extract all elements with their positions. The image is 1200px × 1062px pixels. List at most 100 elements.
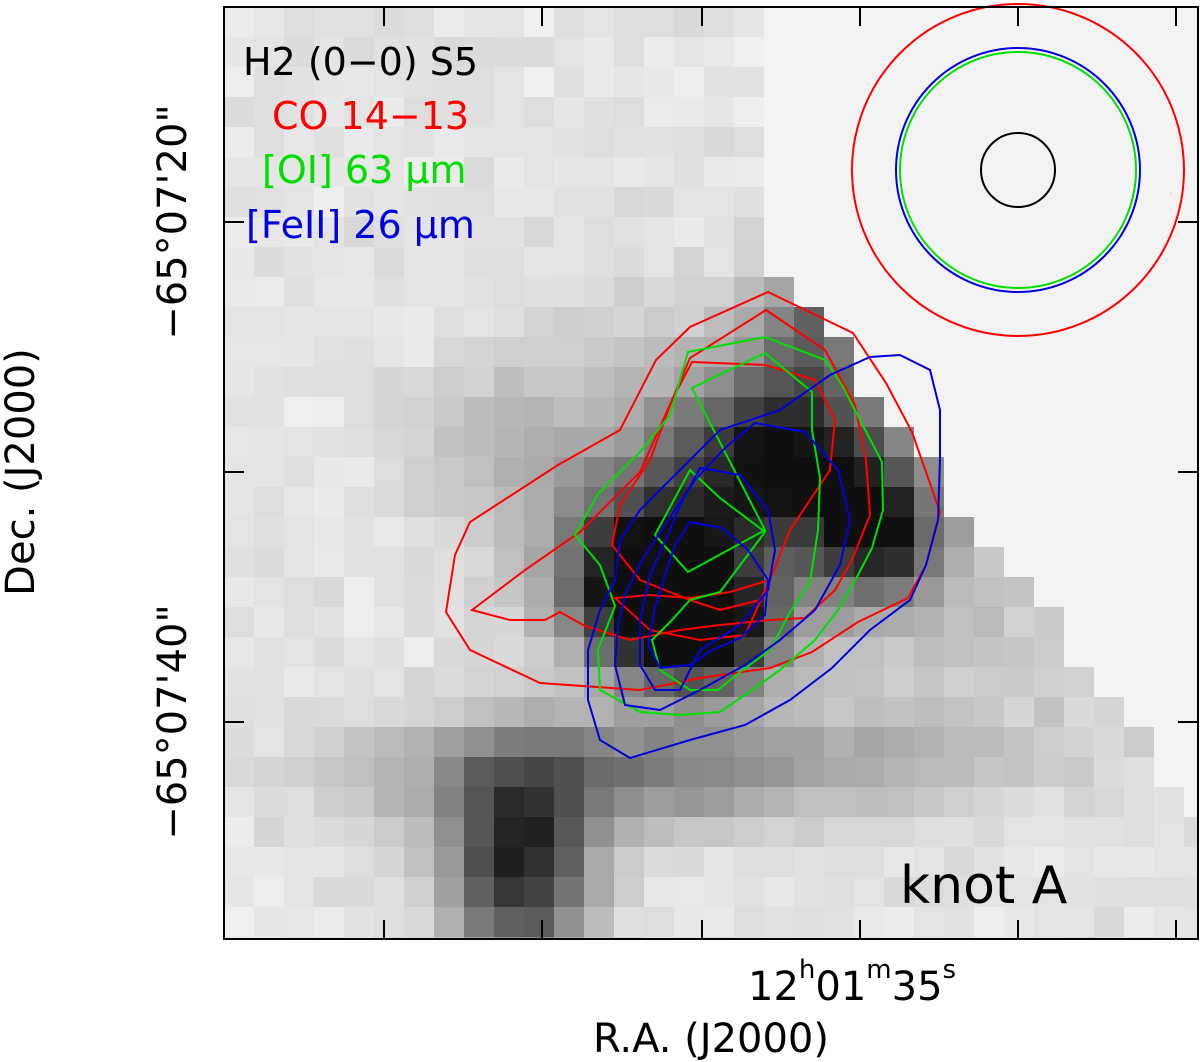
heatmap-cell [464, 817, 495, 848]
heatmap-cell [434, 547, 465, 578]
heatmap-cell [524, 247, 555, 278]
heatmap-cell [344, 637, 375, 668]
heatmap-cell [1034, 277, 1065, 308]
heatmap-cell [404, 877, 435, 908]
heatmap-cell [764, 157, 795, 188]
heatmap-cell [524, 607, 555, 638]
heatmap-cell [584, 907, 615, 938]
heatmap-cell [284, 907, 315, 938]
heatmap-cell [1094, 457, 1125, 488]
heatmap-cell [254, 517, 285, 548]
heatmap-cell [524, 517, 555, 548]
heatmap-cell [344, 187, 375, 218]
heatmap-cell [1094, 907, 1125, 938]
heatmap-cell [974, 607, 1005, 638]
heatmap-cell [704, 67, 735, 98]
heatmap-cell [554, 37, 585, 68]
heatmap-cell [404, 817, 435, 848]
heatmap-cell [1094, 67, 1125, 98]
heatmap-cell [524, 97, 555, 128]
heatmap-cell [884, 37, 915, 68]
heatmap-cell [404, 157, 435, 188]
heatmap-cell [344, 397, 375, 428]
heatmap-cell [404, 337, 435, 368]
heatmap-cell [464, 67, 495, 98]
heatmap-cell [1064, 607, 1095, 638]
heatmap-cell [1034, 577, 1065, 608]
heatmap-cell [344, 697, 375, 728]
heatmap-cell [494, 487, 525, 518]
heatmap-cell [464, 337, 495, 368]
heatmap-cell [344, 577, 375, 608]
heatmap-cell [374, 847, 405, 878]
heatmap-cell [494, 607, 525, 638]
heatmap-cell [824, 487, 855, 518]
heatmap-cell [1064, 877, 1095, 908]
heatmap-cell [764, 877, 795, 908]
heatmap-cell [1124, 247, 1155, 278]
heatmap-cell [764, 847, 795, 878]
heatmap-cell [824, 667, 855, 698]
heatmap-cell [854, 907, 885, 938]
heatmap-cell [1094, 847, 1125, 878]
heatmap-cell [224, 817, 255, 848]
heatmap-cell [674, 187, 705, 218]
heatmap-cell [494, 97, 525, 128]
heatmap-cell [494, 907, 525, 938]
heatmap-cell [704, 757, 735, 788]
heatmap-cell [944, 427, 975, 458]
heatmap-cell [344, 427, 375, 458]
heatmap-cell [644, 277, 675, 308]
heatmap-cell [464, 37, 495, 68]
heatmap-cell [404, 247, 435, 278]
heatmap-cell [764, 37, 795, 68]
heatmap-cell [824, 187, 855, 218]
heatmap-cell [554, 187, 585, 218]
heatmap-cell [404, 67, 435, 98]
heatmap-cell [524, 787, 555, 818]
heatmap-cell [644, 217, 675, 248]
heatmap-cell [1094, 697, 1125, 728]
heatmap-cell [554, 877, 585, 908]
heatmap-cell [254, 937, 285, 939]
heatmap-cell [944, 487, 975, 518]
heatmap-cell [734, 427, 765, 458]
heatmap-cell [1184, 307, 1198, 338]
heatmap-cell [1124, 697, 1155, 728]
heatmap-cell [344, 157, 375, 188]
heatmap-cell [284, 517, 315, 548]
heatmap-cell [254, 907, 285, 938]
heatmap-cell [254, 247, 285, 278]
heatmap-cell [764, 67, 795, 98]
heatmap-cell [284, 157, 315, 188]
heatmap-cell [884, 637, 915, 668]
heatmap-cell [974, 217, 1005, 248]
heatmap-cell [494, 757, 525, 788]
heatmap-cell [284, 577, 315, 608]
heatmap-cell [884, 247, 915, 278]
heatmap-cell [1004, 787, 1035, 818]
heatmap-cell [884, 67, 915, 98]
heatmap-cell [1034, 157, 1065, 188]
heatmap-cell [554, 277, 585, 308]
heatmap-cell [554, 487, 585, 518]
heatmap-cell [854, 667, 885, 698]
heatmap-cell [254, 847, 285, 878]
heatmap-cell [944, 517, 975, 548]
heatmap-cell [614, 937, 645, 939]
heatmap-cell [254, 67, 285, 98]
heatmap-cell [464, 547, 495, 578]
heatmap-cell [1094, 367, 1125, 398]
heatmap-cell [1154, 607, 1185, 638]
heatmap-cell [1184, 907, 1198, 938]
heatmap-cell [284, 127, 315, 158]
heatmap-cell [344, 67, 375, 98]
heatmap-cell [614, 217, 645, 248]
heatmap-cell [404, 217, 435, 248]
heatmap-cell [974, 817, 1005, 848]
heatmap-cell [1064, 847, 1095, 878]
heatmap-cell [374, 697, 405, 728]
heatmap-cell [734, 127, 765, 158]
heatmap-cell [1004, 667, 1035, 698]
heatmap-cell [884, 847, 915, 878]
